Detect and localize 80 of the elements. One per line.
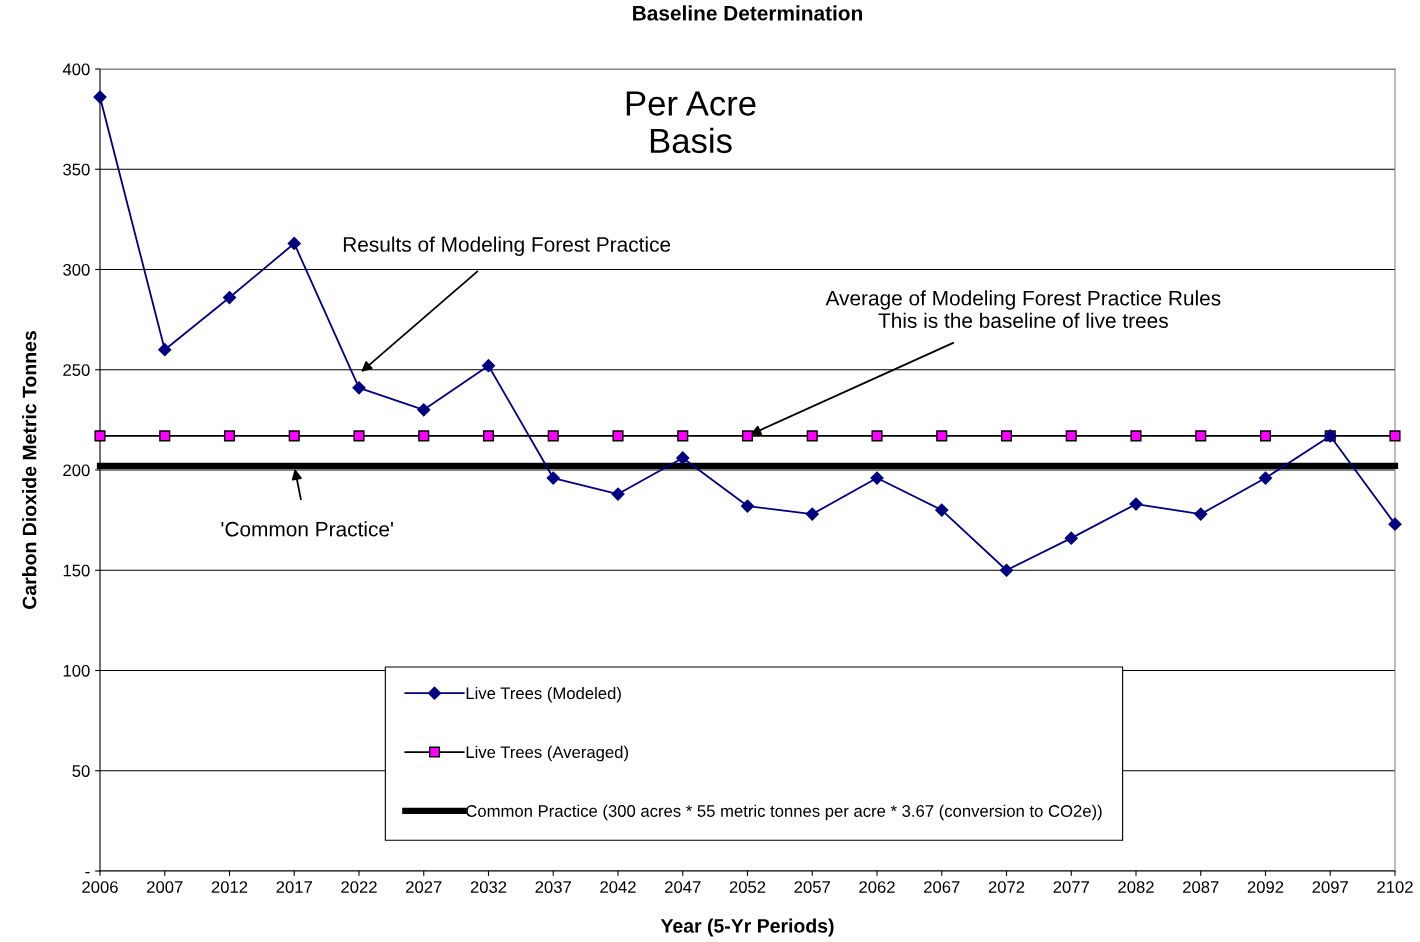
point [740, 499, 755, 513]
point [936, 430, 948, 442]
point [676, 451, 690, 465]
x-tick-label: 2006 [82, 881, 118, 893]
x-tick-label: 2072 [988, 881, 1025, 893]
point [159, 430, 171, 442]
x-tick-label: 2052 [729, 881, 766, 893]
x-tick-label: 2102 [1377, 881, 1413, 893]
point [287, 236, 301, 251]
point [1388, 517, 1402, 531]
x-tick-label: 2067 [924, 881, 960, 893]
point [418, 430, 430, 442]
point [417, 403, 431, 417]
point [353, 430, 365, 442]
point [546, 471, 560, 485]
point [871, 430, 883, 442]
point [935, 503, 949, 517]
y-tick-label: 150 [63, 564, 90, 577]
point [805, 507, 819, 521]
y-axis-title: Carbon Dioxide Metric Tonnes [22, 331, 37, 609]
x-tick-label: 2027 [406, 881, 442, 893]
y-tick-label: 100 [63, 664, 90, 677]
x-tick-label: 2062 [859, 881, 895, 893]
point [288, 430, 300, 442]
point [93, 90, 107, 104]
point [1389, 430, 1401, 442]
x-tick-label: 2087 [1183, 881, 1219, 893]
annotation: Average of Modeling Forest Practice Rules This is the baseline of live trees [825, 290, 1221, 329]
point [1194, 507, 1208, 521]
annotation: Results of Modeling Forest Practice [343, 236, 671, 256]
point [677, 430, 689, 442]
point [482, 430, 495, 442]
point [1195, 430, 1207, 442]
x-axis-title: Year (5-Yr Periods) [660, 918, 834, 937]
x-tick-label: 2092 [1247, 881, 1284, 893]
y-tick-label: - [85, 871, 90, 874]
point [94, 430, 106, 442]
point [1065, 430, 1077, 442]
y-tick-label: 300 [63, 263, 90, 276]
point [481, 359, 496, 373]
x-tick-label: 2012 [211, 881, 248, 893]
point [999, 563, 1014, 577]
point [1130, 430, 1142, 442]
x-tick-label: 2047 [665, 881, 701, 893]
point [547, 430, 559, 442]
x-tick-label: 2082 [1118, 881, 1154, 893]
point [612, 430, 624, 442]
point [223, 430, 236, 442]
y-tick-label: 200 [63, 464, 90, 477]
point [806, 430, 818, 442]
x-tick-label: 2042 [600, 881, 636, 893]
y-tick-label: 350 [63, 163, 90, 176]
point [1000, 430, 1013, 442]
point [1064, 531, 1078, 545]
x-tick-label: 2007 [147, 881, 183, 893]
point [1258, 471, 1273, 485]
x-tick-label: 2032 [470, 881, 507, 893]
x-tick-label: 2077 [1053, 881, 1089, 893]
point [158, 343, 172, 357]
point [870, 471, 884, 485]
chart-title: Baseline Determination [633, 5, 862, 21]
point [611, 487, 625, 501]
point [1259, 430, 1272, 442]
x-tick-label: 2017 [276, 881, 312, 893]
x-tick-label: 2022 [341, 881, 377, 893]
x-tick-label: 2037 [535, 881, 571, 893]
point [222, 290, 237, 305]
y-tick-label: 50 [72, 765, 90, 777]
legend-label: Live Trees (Modeled) [466, 686, 621, 703]
legend-label: Live Trees (Averaged) [466, 745, 628, 762]
point [352, 381, 366, 395]
x-tick-label: 2057 [794, 881, 830, 893]
x-tick-label: 2097 [1312, 881, 1348, 893]
point [1129, 497, 1143, 511]
y-tick-label: 400 [62, 63, 90, 76]
annotation: 'Common Practice' [221, 521, 393, 537]
y-tick-label: 250 [63, 364, 90, 376]
annotation: Per Acre Basis [626, 91, 756, 154]
point [741, 430, 754, 442]
legend-label: Common Practice (300 acres * 55 metric tonnes per acre * 3.67 (conversion to CO2e)) [466, 804, 1102, 821]
